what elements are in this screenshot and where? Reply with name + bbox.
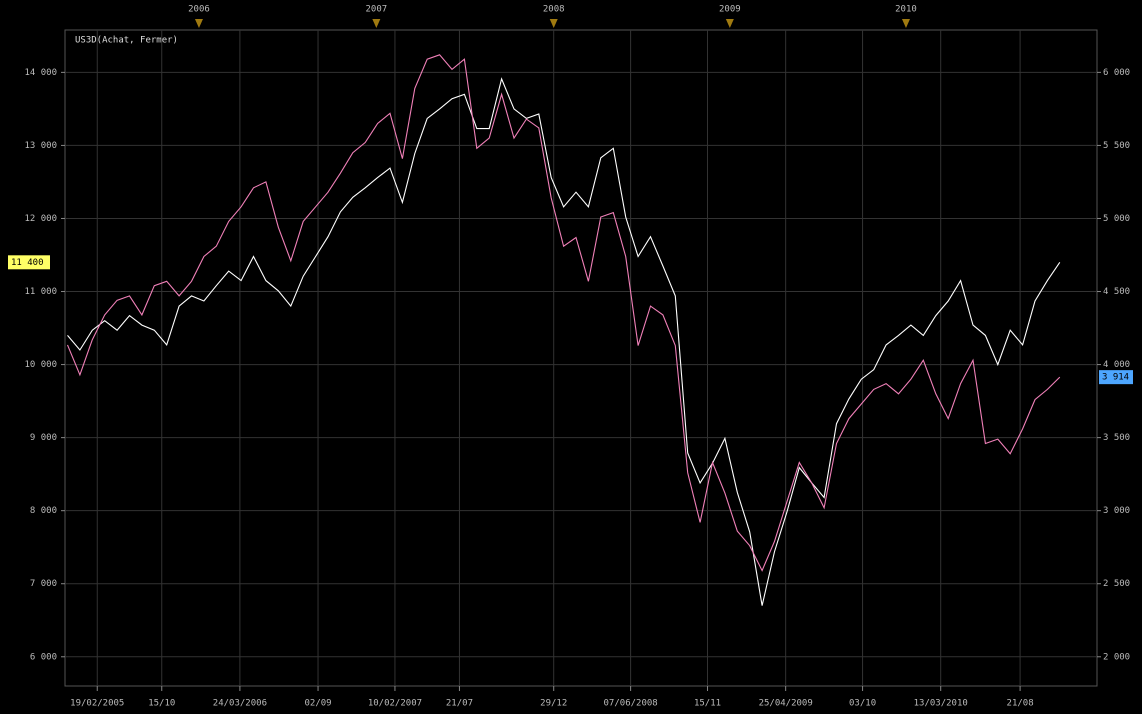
year-marker bbox=[194, 19, 203, 28]
year-marker bbox=[549, 19, 558, 28]
chart-title: US3D(Achat, Fermer) bbox=[75, 36, 178, 46]
y2-tick-label: 6 000 bbox=[1103, 68, 1130, 78]
y-tick-label: 14 000 bbox=[24, 68, 57, 78]
x-tick-label: 19/02/2005 bbox=[70, 699, 124, 709]
y-tick-label: 10 000 bbox=[24, 360, 57, 370]
year-marker bbox=[901, 19, 910, 28]
x-tick-label: 29/12 bbox=[540, 699, 567, 709]
y2-tick-label: 3 000 bbox=[1103, 506, 1130, 516]
x-tick-label: 15/10 bbox=[148, 699, 175, 709]
y2-tick-label: 5 000 bbox=[1103, 214, 1130, 224]
x-tick-label: 03/10 bbox=[849, 699, 876, 709]
y2-tick-label: 5 500 bbox=[1103, 141, 1130, 151]
x-tick-label: 21/08 bbox=[1007, 699, 1034, 709]
year-label: 2010 bbox=[895, 5, 917, 15]
y-tick-label: 12 000 bbox=[24, 214, 57, 224]
last-value-box bbox=[8, 255, 50, 270]
last-value-box bbox=[1099, 370, 1133, 385]
year-label: 2008 bbox=[543, 5, 565, 15]
x-tick-label: 25/04/2009 bbox=[759, 699, 813, 709]
x-tick-label: 13/03/2010 bbox=[914, 699, 968, 709]
last-value-label: 11 400 bbox=[11, 258, 44, 268]
y2-tick-label: 3 500 bbox=[1103, 433, 1130, 443]
year-label: 2009 bbox=[719, 5, 741, 15]
x-tick-label: 02/09 bbox=[304, 699, 331, 709]
y-tick-label: 13 000 bbox=[24, 141, 57, 151]
y-tick-label: 9 000 bbox=[30, 433, 57, 443]
year-marker bbox=[725, 19, 734, 28]
y2-tick-label: 4 500 bbox=[1103, 287, 1130, 297]
y2-tick-label: 4 000 bbox=[1103, 360, 1130, 370]
year-marker bbox=[372, 19, 381, 28]
x-tick-label: 10/02/2007 bbox=[368, 699, 422, 709]
y-tick-label: 8 000 bbox=[30, 506, 57, 516]
y-tick-label: 7 000 bbox=[30, 579, 57, 589]
y2-tick-label: 2 500 bbox=[1103, 579, 1130, 589]
x-tick-label: 15/11 bbox=[694, 699, 721, 709]
y2-tick-label: 2 000 bbox=[1103, 652, 1130, 662]
series-line bbox=[66, 54, 1061, 572]
year-label: 2006 bbox=[188, 5, 210, 15]
x-tick-label: 21/07 bbox=[446, 699, 473, 709]
y-tick-label: 11 000 bbox=[24, 287, 57, 297]
x-tick-label: 07/06/2008 bbox=[604, 699, 658, 709]
year-label: 2007 bbox=[365, 5, 387, 15]
y-tick-label: 6 000 bbox=[30, 652, 57, 662]
series-line bbox=[67, 77, 1061, 606]
last-value-label: 3 914 bbox=[1102, 373, 1129, 383]
x-tick-label: 24/03/2006 bbox=[213, 699, 267, 709]
plot-frame bbox=[64, 29, 1098, 687]
